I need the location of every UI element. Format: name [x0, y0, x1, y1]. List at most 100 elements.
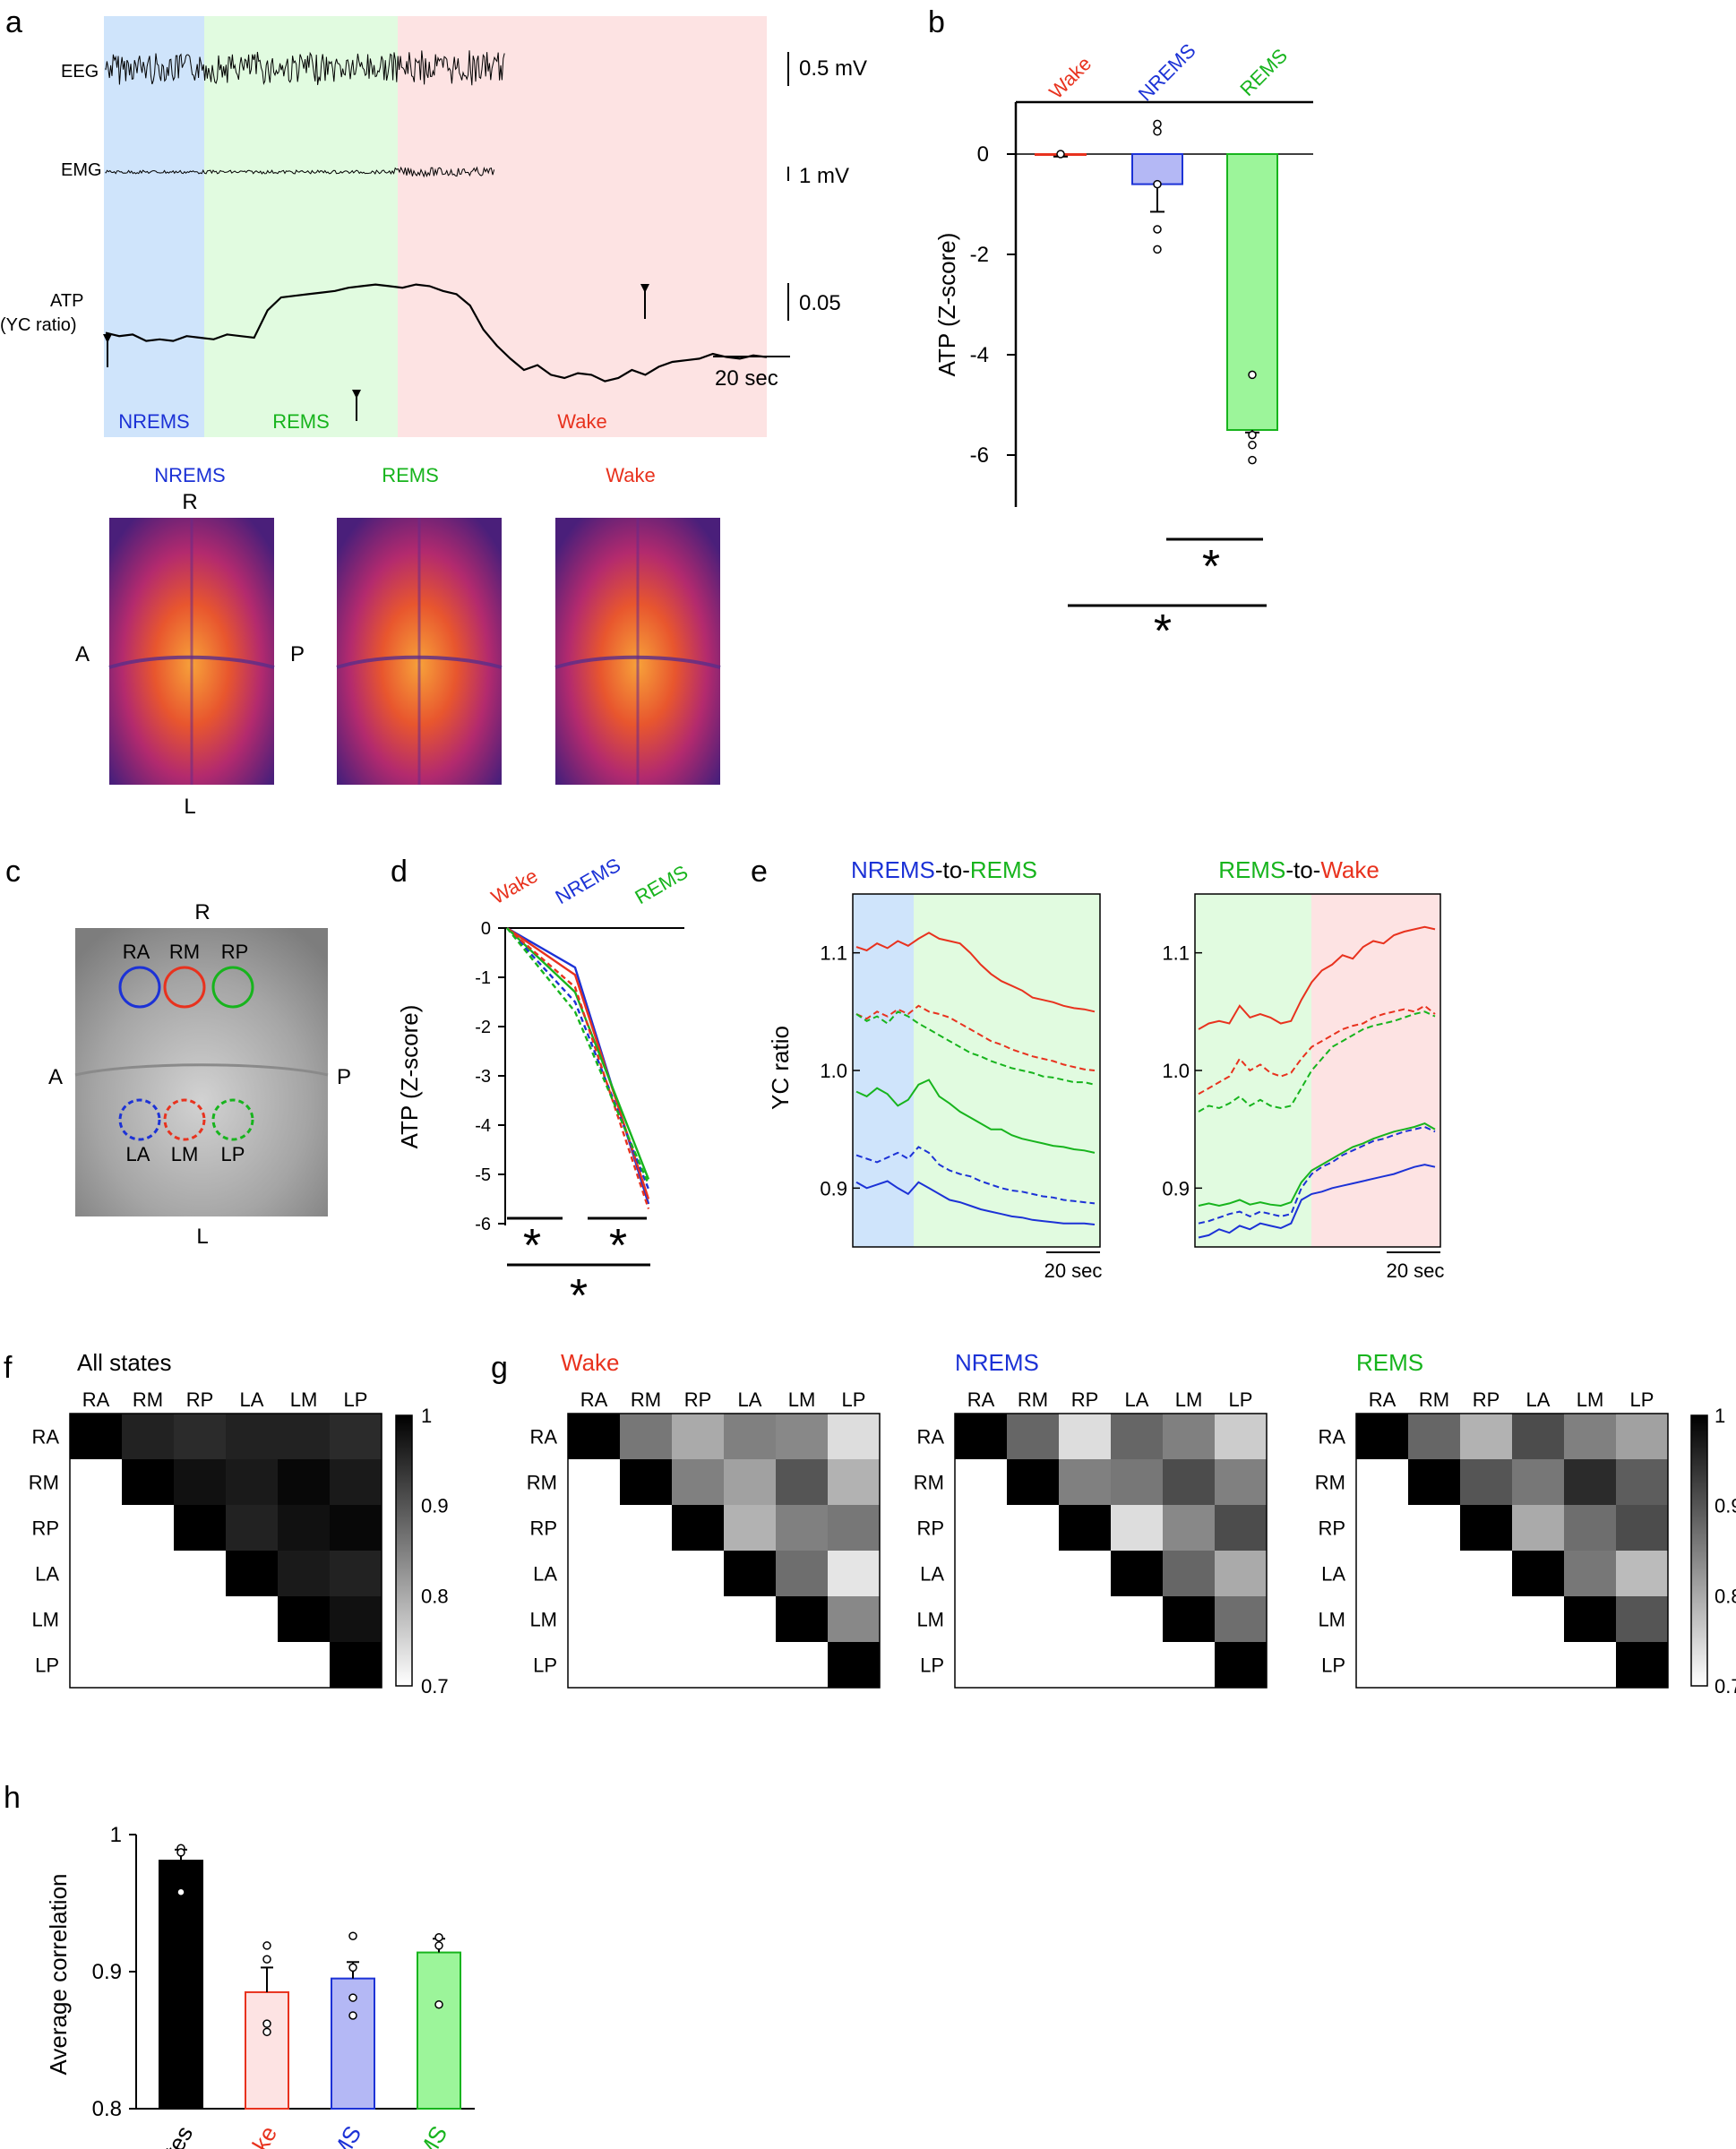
g-heatmap-rems-col-label: RA	[1369, 1388, 1397, 1411]
g-heatmap-nrems-cell	[1215, 1505, 1267, 1551]
g-heatmap-wake-cell	[828, 1414, 880, 1459]
f-heatmap-cell	[278, 1459, 330, 1505]
f-heatmap-col-label: RM	[133, 1388, 163, 1411]
g-heatmap-rems: RA RA RM RM RP RP LA LA LM LM LP LP	[1315, 1388, 1669, 1689]
g-heatmap-wake-row-label: LA	[533, 1563, 557, 1586]
g-heatmap-wake-cell	[672, 1505, 724, 1551]
g-heatmap-wake-row-label: RA	[529, 1426, 557, 1448]
g-heatmap-nrems: RA RA RM RM RP RP LA LA LM LM LP LP	[914, 1388, 1268, 1689]
e-title-left-last: REMS	[970, 856, 1037, 883]
d-ytick-label: -4	[475, 1116, 491, 1136]
e-left-nrems-shading	[853, 894, 914, 1247]
g-heatmap-nrems-cell	[1163, 1505, 1215, 1551]
colorbar-tick-label: 1	[421, 1405, 432, 1427]
h-ytick-label: 0.9	[92, 1960, 122, 1984]
g-heatmap-nrems-cell	[1007, 1414, 1059, 1459]
g-heatmap-wake-row-label: LP	[533, 1655, 557, 1677]
d-ytick-label: -6	[475, 1215, 491, 1234]
roi-LA	[118, 1098, 161, 1141]
f-heatmap-cell	[330, 1505, 382, 1551]
g-heatmap-rems-cell	[1616, 1414, 1668, 1459]
d-cat-wake: Wake	[487, 864, 541, 908]
g-heatmap-nrems-cell	[1111, 1505, 1163, 1551]
e-title-left: NREMS-to-REMS	[851, 856, 1037, 883]
roi-label-RM: RM	[169, 941, 200, 963]
f-heatmap-row-label: RM	[29, 1472, 59, 1494]
f-heatmap-cell	[330, 1596, 382, 1642]
g-heatmap-rems-cell	[1564, 1505, 1616, 1551]
e-left-series-LP	[855, 1010, 1096, 1086]
g-heatmap-wake-cell	[828, 1596, 880, 1642]
eeg-label: EEG	[61, 62, 99, 82]
e-left-rems-shading	[914, 894, 1100, 1247]
brain-image-wake	[554, 518, 721, 785]
panel-letter-b: b	[928, 5, 945, 39]
panel-f: f All states RA RA RM RM RP RP LA LA LM LM LP LP 1 0…	[4, 1349, 449, 1698]
g-heatmap-rems-cell	[1616, 1505, 1668, 1551]
g-heatmap-wake-cell	[568, 1414, 620, 1459]
e-ylabel: YC ratio	[767, 1026, 794, 1110]
h-cat-wake: Wake	[229, 2121, 282, 2149]
g-heatmap-nrems-cell	[1215, 1596, 1267, 1642]
atp-sublabel: (YC ratio)	[0, 315, 77, 335]
panel-letter-a: a	[5, 5, 22, 39]
g-heatmap-wake-row-label: RP	[529, 1517, 557, 1540]
g-heatmap-rems-cell	[1564, 1596, 1616, 1642]
g-heatmap-wake-cell	[776, 1414, 828, 1459]
g-heatmap-nrems-cell	[1111, 1414, 1163, 1459]
b-data-point	[1248, 370, 1257, 380]
roi-RP	[211, 966, 254, 1009]
h-data-point	[176, 1848, 185, 1857]
g-heatmap-rems-row-label: LA	[1321, 1563, 1345, 1586]
wake-shading	[398, 16, 767, 437]
eeg-trace	[105, 50, 505, 86]
h-data-point	[262, 2019, 271, 2028]
h-data-point	[262, 1941, 271, 1950]
e-left-ytick-label: 0.9	[820, 1177, 847, 1199]
g-heatmap-nrems-cell	[1059, 1414, 1111, 1459]
b-ytick-label: -6	[970, 443, 989, 468]
b-data-point	[1153, 245, 1162, 254]
f-heatmap-frame	[69, 1413, 382, 1689]
e-right-ytick-label: 0.9	[1162, 1177, 1190, 1199]
d-ytick-label: -2	[475, 1018, 491, 1037]
f-heatmap-cell	[330, 1642, 382, 1688]
g-heatmap-wake-cell	[724, 1459, 776, 1505]
g-heatmap-wake-cell	[672, 1459, 724, 1505]
panel-letter-h: h	[4, 1781, 21, 1815]
brain-image-nrems	[108, 518, 275, 785]
colorbar-tick-label: 0.7	[1715, 1675, 1736, 1698]
g-heatmap-nrems-col-label: LP	[1229, 1388, 1253, 1411]
e-left-series-LA	[855, 1146, 1096, 1205]
g-heatmap-rems-cell	[1616, 1596, 1668, 1642]
b-cat-wake: Wake	[1044, 52, 1096, 103]
d-series-RA	[506, 926, 650, 1205]
g-heatmap-wake-cell	[776, 1551, 828, 1596]
f-heatmap-col-label: RP	[186, 1388, 214, 1411]
g-heatmap-wake-cell	[620, 1414, 672, 1459]
e-left-series-RP	[855, 1079, 1096, 1154]
g-heatmap-rems-cell	[1564, 1459, 1616, 1505]
e-right-series-RA	[1198, 1164, 1436, 1239]
roi-RM	[163, 966, 206, 1009]
b-bar-nrems	[1131, 153, 1183, 185]
g-heatmap-nrems-col-label: RP	[1071, 1388, 1099, 1411]
image-orient-left: A	[75, 642, 90, 666]
colorbar-tick-label: 0.9	[1715, 1495, 1736, 1517]
atp-label: ATP	[50, 291, 83, 311]
f-heatmap-col-label: RA	[82, 1388, 110, 1411]
brain-image-rems	[336, 518, 503, 785]
b-ytick-label: 0	[977, 142, 989, 167]
g-heatmap-nrems-col-label: LM	[1175, 1388, 1203, 1411]
h-ylabel: Average correlation	[45, 1874, 72, 2076]
g-heatmap-nrems-cell	[1059, 1459, 1111, 1505]
time-scale-label: 20 sec	[715, 366, 778, 391]
roi-label-LM: LM	[171, 1143, 199, 1165]
roi-LP	[211, 1098, 254, 1141]
f-heatmap-cell	[226, 1505, 278, 1551]
h-data-point	[434, 1999, 443, 2009]
g-heatmap-wake-cell	[620, 1459, 672, 1505]
g-heatmap-rems-col-label: RP	[1473, 1388, 1500, 1411]
d-sig-star-3: *	[570, 1270, 588, 1322]
